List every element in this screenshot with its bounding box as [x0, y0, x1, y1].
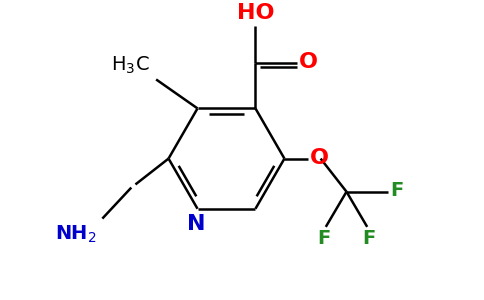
- Text: O: O: [299, 52, 318, 72]
- Text: O: O: [310, 148, 329, 168]
- Text: HO: HO: [237, 2, 274, 22]
- Text: N: N: [187, 214, 206, 234]
- Text: NH$_2$: NH$_2$: [55, 224, 96, 245]
- Text: F: F: [363, 229, 376, 248]
- Text: F: F: [390, 181, 403, 200]
- Text: H$_3$C: H$_3$C: [111, 55, 150, 76]
- Text: F: F: [317, 229, 331, 248]
